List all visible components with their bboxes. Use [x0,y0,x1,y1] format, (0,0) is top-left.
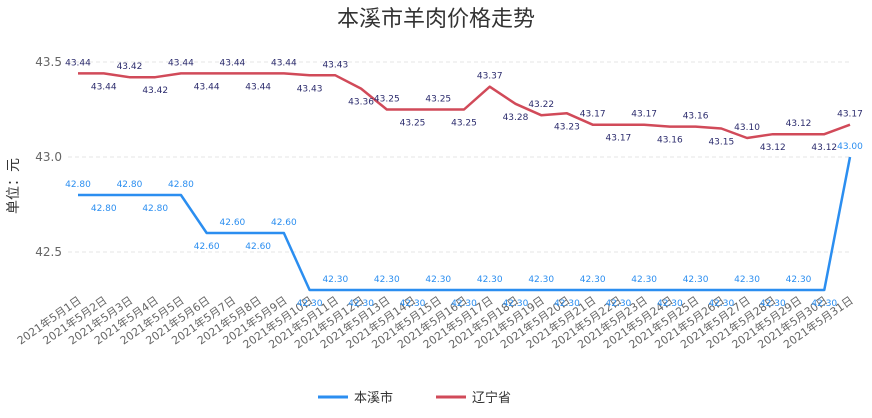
data-label: 42.30 [528,275,554,285]
data-label: 43.36 [348,98,374,108]
data-label: 43.42 [142,86,168,96]
data-label: 42.30 [580,275,606,285]
data-label: 42.30 [811,299,837,309]
data-label: 42.80 [168,180,194,190]
x-axis-ticks: 2021年5月1日2021年5月2日2021年5月3日2021年5月4日2021… [14,293,855,352]
y-tick-label: 43.0 [35,150,62,164]
data-label: 42.30 [760,299,786,309]
data-label: 43.25 [451,119,477,129]
data-label: 42.30 [683,275,709,285]
grid-lines [68,61,850,253]
y-axis-label: 单位：元 [6,158,22,214]
data-label: 42.80 [142,204,168,214]
series-line [78,156,852,292]
data-label: 43.44 [65,58,91,68]
data-label: 43.16 [683,112,709,122]
data-label: 43.25 [425,95,451,105]
data-label: 43.00 [837,142,863,152]
data-label: 42.30 [400,299,426,309]
data-label: 43.17 [580,110,606,120]
data-label: 43.25 [400,119,426,129]
data-label: 43.28 [503,113,529,123]
data-label: 42.80 [91,204,117,214]
data-label: 42.30 [631,275,657,285]
legend-label[interactable]: 辽宁省 [472,390,511,406]
legend: 本溪市 辽宁省 [318,390,511,406]
data-label: 42.60 [194,242,220,252]
data-label: 43.44 [168,58,194,68]
data-label: 43.17 [837,110,863,120]
data-label: 43.12 [760,143,786,153]
data-label: 42.30 [606,299,632,309]
data-label: 43.12 [786,119,812,129]
data-label: 43.17 [631,110,657,120]
data-label: 42.30 [322,275,348,285]
data-label: 42.30 [477,275,503,285]
data-label: 43.10 [734,123,760,133]
data-label: 43.42 [117,62,143,72]
data-label: 43.12 [811,143,837,153]
data-label: 42.30 [657,299,683,309]
data-label: 42.60 [245,242,271,252]
y-tick-label: 42.5 [35,245,62,259]
legend-label[interactable]: 本溪市 [354,390,393,406]
chart-title: 本溪市羊肉价格走势 [337,7,535,32]
data-label: 43.37 [477,72,503,82]
data-label: 43.16 [657,136,683,146]
data-label: 42.30 [348,299,374,309]
data-label: 42.30 [374,275,400,285]
data-label: 42.30 [503,299,529,309]
data-label: 43.44 [194,82,220,92]
data-label: 43.22 [528,100,554,110]
data-label: 43.25 [374,95,400,105]
y-tick-label: 43.5 [35,55,62,69]
data-label: 43.15 [708,138,734,148]
data-label: 43.17 [606,134,632,144]
series-line [78,72,851,140]
data-label: 42.30 [554,299,580,309]
data-label: 43.44 [91,82,117,92]
data-label: 42.80 [117,180,143,190]
data-labels: 42.80 42.80 42.80 42.80 42.80 42.60 42.60 42.60… [65,58,863,309]
series-lines [78,72,852,292]
data-label: 43.43 [322,60,348,70]
data-label: 42.60 [271,218,297,228]
data-label: 42.30 [734,275,760,285]
data-label: 42.30 [297,299,323,309]
data-label: 42.60 [220,218,246,228]
data-label: 43.43 [297,84,323,94]
y-axis-ticks: 42.5 43.0 43.5 [35,55,62,259]
data-label: 42.30 [708,299,734,309]
data-label: 43.23 [554,122,580,132]
data-label: 42.30 [786,275,812,285]
data-label: 43.44 [271,58,297,68]
data-label: 42.30 [451,299,477,309]
data-label: 42.30 [425,275,451,285]
data-label: 42.80 [65,180,91,190]
data-label: 43.44 [220,58,246,68]
data-label: 43.44 [245,82,271,92]
